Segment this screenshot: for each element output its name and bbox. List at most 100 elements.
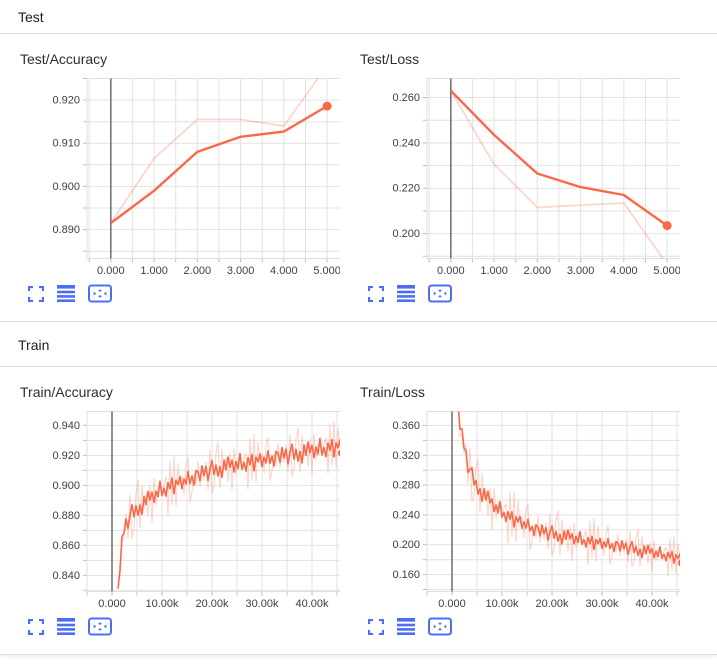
chart-toolbar — [350, 284, 690, 303]
svg-text:20.00k: 20.00k — [535, 598, 569, 610]
expand-button[interactable] — [28, 285, 44, 302]
section-test: Test Test/Accuracy 0.000 1.000 2.000 3.000 4.… — [0, 0, 717, 322]
svg-text:0.860: 0.860 — [52, 540, 80, 552]
gridlines — [83, 78, 340, 263]
section-title: Train — [18, 337, 50, 353]
svg-text:3.000: 3.000 — [567, 265, 595, 277]
smoothed-series-line — [449, 89, 668, 227]
runs-button[interactable] — [57, 285, 75, 302]
svg-text:1.000: 1.000 — [480, 265, 508, 277]
expand-icon — [28, 618, 44, 635]
svg-text:0.000: 0.000 — [98, 598, 126, 610]
svg-text:0.900: 0.900 — [52, 480, 80, 492]
charts-row-test: Test/Accuracy 0.000 1.000 2.000 3.000 4.000 5.… — [0, 34, 717, 321]
fit-data-button[interactable] — [88, 617, 112, 636]
expand-button[interactable] — [368, 618, 384, 635]
runs-icon — [397, 285, 415, 302]
svg-text:1.000: 1.000 — [140, 265, 168, 277]
svg-text:4.000: 4.000 — [270, 265, 298, 277]
fit-data-button[interactable] — [88, 284, 112, 303]
scalar-chart-plot[interactable]: 0.000 1.000 2.000 3.000 4.000 5.000 0.200 0.220… — [350, 77, 680, 278]
svg-text:2.000: 2.000 — [184, 265, 212, 277]
svg-text:20.00k: 20.00k — [195, 598, 229, 610]
svg-text:0.920: 0.920 — [52, 450, 80, 462]
fit-data-button[interactable] — [428, 617, 452, 636]
last-point-marker — [322, 101, 332, 111]
fit-data-icon — [428, 284, 452, 303]
svg-text:0.000: 0.000 — [438, 598, 466, 610]
plot-border — [426, 411, 680, 592]
axis-labels: 0.000 1.000 2.000 3.000 4.000 5.000 0.890 0.900… — [52, 95, 340, 277]
svg-text:0.920: 0.920 — [52, 95, 80, 107]
expand-icon — [368, 618, 384, 635]
svg-text:10.00k: 10.00k — [145, 598, 179, 610]
series-lines — [449, 89, 668, 259]
svg-text:3.000: 3.000 — [227, 265, 255, 277]
fit-data-icon — [88, 284, 112, 303]
runs-icon — [397, 618, 415, 635]
svg-text:0.160: 0.160 — [392, 569, 420, 581]
expand-button[interactable] — [368, 285, 384, 302]
runs-icon — [57, 285, 75, 302]
expand-icon — [28, 285, 44, 302]
series-lines — [110, 78, 328, 225]
runs-button[interactable] — [397, 618, 415, 635]
section-header-train[interactable]: Train — [0, 322, 717, 367]
chart-toolbar — [10, 617, 350, 636]
chart-title: Test/Accuracy — [20, 51, 108, 67]
svg-text:0.900: 0.900 — [52, 181, 80, 193]
smoothed-series-line — [110, 105, 328, 225]
chart-card: Test/Accuracy 0.000 1.000 2.000 3.000 4.000 5.… — [10, 51, 350, 303]
smoothed-series-line — [117, 437, 340, 589]
gridlines — [423, 78, 680, 263]
svg-text:0.220: 0.220 — [392, 183, 420, 195]
fit-data-button[interactable] — [428, 284, 452, 303]
chart-title: Test/Loss — [360, 51, 420, 67]
chart-toolbar — [10, 284, 350, 303]
raw-series-line — [110, 78, 319, 224]
svg-text:0.000: 0.000 — [97, 265, 125, 277]
svg-text:5.000: 5.000 — [653, 265, 680, 277]
section-header-test[interactable]: Test — [0, 0, 717, 34]
plot-border — [86, 78, 340, 259]
svg-text:0.260: 0.260 — [392, 92, 420, 104]
svg-text:0.940: 0.940 — [52, 420, 80, 432]
section-title: Test — [18, 9, 44, 25]
series-lines — [457, 411, 680, 576]
chart-card: Train/Loss 0.000 10.00k 20.00k 30.00k 40.00k 0… — [350, 384, 690, 636]
raw-series-line — [450, 90, 665, 259]
svg-text:0.320: 0.320 — [392, 450, 420, 462]
runs-button[interactable] — [57, 618, 75, 635]
svg-text:0.910: 0.910 — [52, 138, 80, 150]
chart-title: Train/Loss — [360, 384, 425, 400]
svg-text:2.000: 2.000 — [524, 265, 552, 277]
expand-button[interactable] — [28, 618, 44, 635]
scalar-chart-plot[interactable]: 0.000 10.00k 20.00k 30.00k 40.00k 0.840 0.860 0… — [10, 410, 340, 611]
charts-row-train: Train/Accuracy 0.000 10.00k 20.00k 30.00k 40.… — [0, 367, 717, 654]
scalar-chart-plot[interactable]: 0.000 10.00k 20.00k 30.00k 40.00k 0.160 0.200 0… — [350, 410, 680, 611]
series-lines — [117, 420, 340, 589]
axis-labels: 0.000 1.000 2.000 3.000 4.000 5.000 0.200 0.220… — [392, 92, 680, 277]
axis-labels: 0.000 10.00k 20.00k 30.00k 40.00k 0.840 0.860 0… — [52, 420, 329, 610]
runs-button[interactable] — [397, 285, 415, 302]
plot-border — [86, 411, 340, 592]
svg-text:0.880: 0.880 — [52, 510, 80, 522]
svg-text:0.000: 0.000 — [437, 265, 465, 277]
chart-card: Train/Accuracy 0.000 10.00k 20.00k 30.00k 40.… — [10, 384, 350, 636]
fit-data-icon — [428, 617, 452, 636]
last-point-marker — [678, 559, 680, 567]
expand-icon — [368, 285, 384, 302]
runs-icon — [57, 618, 75, 635]
svg-text:0.200: 0.200 — [392, 539, 420, 551]
svg-text:0.200: 0.200 — [392, 228, 420, 240]
svg-text:0.280: 0.280 — [392, 480, 420, 492]
plot-border — [426, 78, 680, 259]
svg-text:0.890: 0.890 — [52, 224, 80, 236]
axis-labels: 0.000 10.00k 20.00k 30.00k 40.00k 0.160 0.200 0… — [392, 420, 669, 610]
svg-text:0.360: 0.360 — [392, 420, 420, 432]
fit-data-icon — [88, 617, 112, 636]
svg-text:5.000: 5.000 — [313, 265, 340, 277]
scalar-chart-plot[interactable]: 0.000 1.000 2.000 3.000 4.000 5.000 0.890 0.900… — [10, 77, 340, 278]
last-point-marker — [662, 221, 672, 231]
